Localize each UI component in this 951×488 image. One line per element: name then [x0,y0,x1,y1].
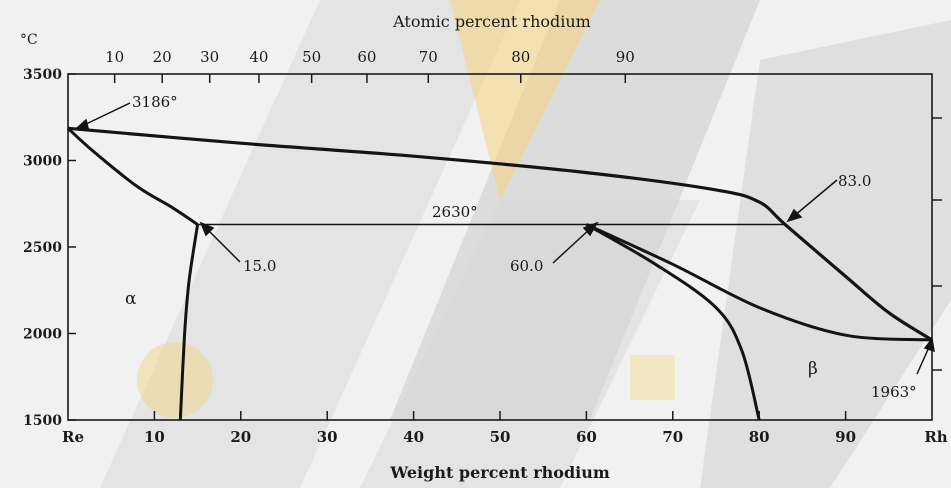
label-liquid-comp: 60.0 [510,257,543,275]
plot-frame [67,73,933,421]
top-tick-label: 10 [105,48,124,66]
liquidus-curve [67,126,933,342]
top-tick-label: 50 [302,48,321,66]
x-tick-label: 40 [403,428,424,446]
right-edge-scale-fragment [932,117,942,371]
label-rh-melting: 1963° [871,383,917,401]
leader-rh-melting [916,344,931,375]
leader-re-melting [81,102,131,127]
top-tick-label: 70 [419,48,438,66]
left-axis-unit: °C [20,32,38,48]
y-tick-label: 1500 [23,413,62,429]
upper-liquid-boundary [585,223,933,342]
arrowhead-beta-limit [786,208,803,223]
arrowhead-re-melting [73,118,89,130]
x-tick-label: 70 [662,428,683,446]
alpha-solvus-curve [178,224,200,421]
bottom-tick-labels: Re 10 20 30 40 50 60 70 80 90 Rh [62,428,948,446]
y-tick-labels: 3500 3000 2500 2000 1500 [23,67,62,429]
arrowhead-alpha-limit [199,221,215,237]
phase-label-alpha: α [125,289,137,309]
top-tick-marks [113,74,627,83]
arrowhead-rh-melting [923,337,935,353]
leader-liquid-comp [552,227,592,264]
x-tick-label: 90 [835,428,856,446]
label-re-melting: 3186° [132,93,178,111]
x-tick-label: Rh [924,428,947,446]
top-tick-label: 30 [200,48,219,66]
y-tick-marks [68,73,76,421]
phase-boundaries [66,126,933,421]
top-tick-labels: 10 20 30 40 50 60 70 80 90 [105,48,635,66]
label-alpha-limit: 15.0 [243,257,276,275]
x-tick-label: 50 [490,428,511,446]
y-tick-label: 3500 [23,67,62,83]
top-axis-title: Atomic percent rhodium [392,12,591,31]
x-tick-label: 30 [317,428,338,446]
x-tick-label: Re [62,428,84,446]
solidus-curve [66,127,199,226]
y-tick-label: 2000 [23,327,62,343]
x-tick-label: 60 [576,428,597,446]
bottom-tick-marks [153,411,847,420]
leader-alpha-limit [205,227,241,263]
top-tick-label: 20 [153,48,172,66]
leader-beta-limit [793,179,838,217]
top-tick-label: 40 [249,48,268,66]
top-tick-label: 80 [511,48,530,66]
label-beta-limit: 83.0 [838,172,871,190]
phase-label-beta: β [808,359,818,379]
top-tick-label: 60 [357,48,376,66]
x-tick-label: 10 [144,428,165,446]
arrowhead-liquid-comp [582,221,599,237]
beta-solvus-curve [585,223,761,421]
annotation-leaders [73,102,935,375]
x-tick-label: 20 [230,428,251,446]
y-tick-label: 3000 [23,154,62,170]
bottom-axis-title: Weight percent rhodium [389,463,610,482]
top-tick-label: 90 [616,48,635,66]
y-tick-label: 2500 [23,240,62,256]
x-tick-label: 80 [749,428,770,446]
label-peritectic-temp: 2630° [432,203,478,221]
